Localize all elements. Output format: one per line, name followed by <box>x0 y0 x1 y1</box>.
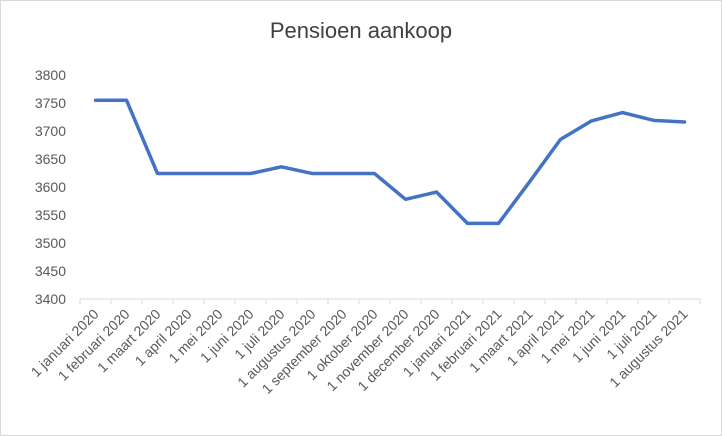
y-tick-label: 3600 <box>35 179 66 195</box>
y-tick-label: 3750 <box>35 95 66 111</box>
y-tick-label: 3700 <box>35 123 66 139</box>
series-line <box>93 98 687 226</box>
y-tick-label: 3800 <box>35 67 66 83</box>
y-tick-label: 3400 <box>35 291 66 307</box>
y-tick-label: 3650 <box>35 151 66 167</box>
y-tick-label: 3450 <box>35 263 66 279</box>
chart-title: Pensioen aankoop <box>269 18 453 43</box>
y-tick-label: 3550 <box>35 207 66 223</box>
y-tick-label: 3500 <box>35 235 66 251</box>
